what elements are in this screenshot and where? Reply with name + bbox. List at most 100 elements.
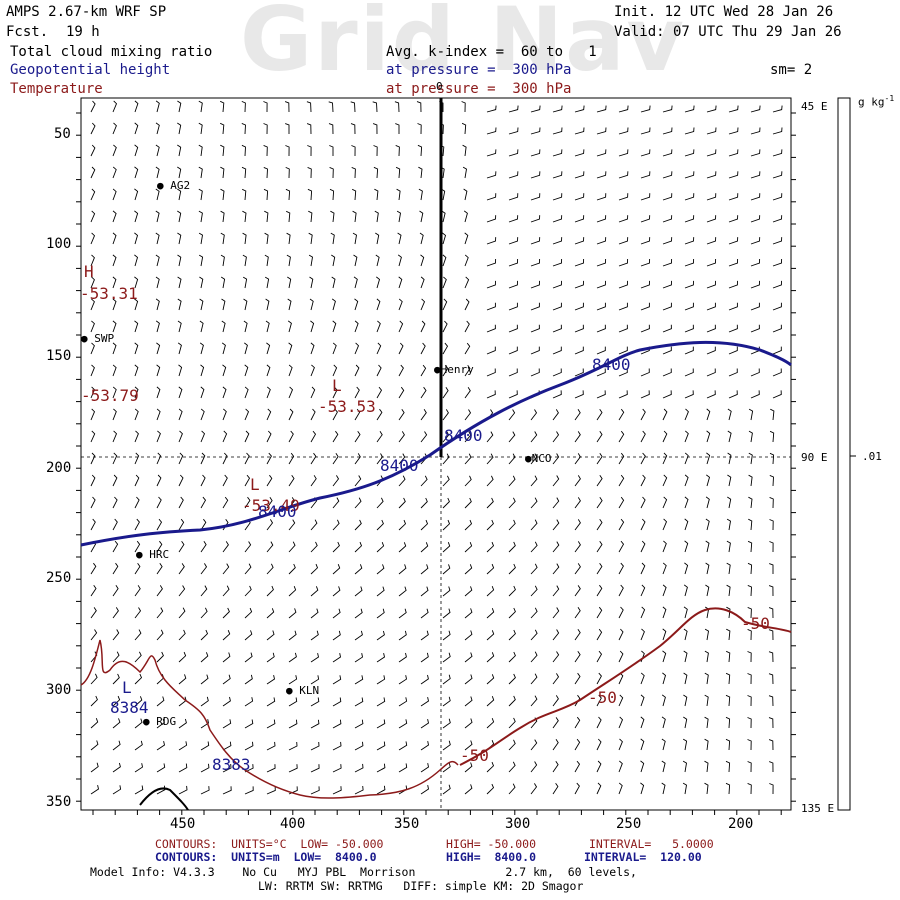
wind-barb <box>640 672 645 685</box>
station-kln[interactable]: ● KLN <box>286 684 320 697</box>
wind-barb <box>574 629 581 641</box>
wind-barb <box>90 342 95 355</box>
wind-barb <box>662 258 673 267</box>
wind-barb <box>354 320 359 333</box>
wind-barb <box>552 695 559 707</box>
wind-barb <box>178 563 185 575</box>
wind-barb <box>134 254 139 267</box>
wind-barb <box>398 564 407 575</box>
wind-barb <box>354 519 362 531</box>
wind-barb <box>285 188 291 201</box>
wind-barb <box>134 298 139 311</box>
wind-barb <box>198 254 204 267</box>
x-tick-350: 350 <box>394 816 420 832</box>
wind-barb <box>442 762 451 773</box>
wind-barb <box>552 193 563 201</box>
wind-barb <box>112 762 121 773</box>
station-ag2[interactable]: ● AG2 <box>157 179 191 192</box>
wind-barb <box>552 431 560 443</box>
wind-barb <box>134 232 139 245</box>
wind-barb <box>90 298 95 311</box>
wind-barb <box>288 697 298 707</box>
wind-barb <box>420 608 429 619</box>
wind-barb <box>704 738 709 751</box>
wind-barb <box>464 497 472 509</box>
wind-barb <box>134 496 140 509</box>
wind-barb <box>112 695 121 707</box>
wind-barb <box>596 606 603 619</box>
low-marker-bottom: L <box>122 678 132 697</box>
wind-barb <box>486 718 495 729</box>
station-henry[interactable]: ●Henry <box>434 363 474 376</box>
wind-barb <box>156 496 162 509</box>
wind-barb <box>574 475 581 487</box>
wind-barb <box>376 719 386 729</box>
wind-barb <box>200 408 205 421</box>
wind-barb <box>90 254 95 267</box>
station-nco[interactable]: ●NCO <box>525 452 552 465</box>
wind-barb <box>596 672 602 685</box>
wind-barb <box>464 364 471 377</box>
wind-barb <box>574 672 581 685</box>
wind-barb <box>310 719 320 729</box>
y-tick-250: 250 <box>46 570 72 586</box>
wind-barb <box>772 258 783 267</box>
wind-barb <box>684 258 695 267</box>
wind-barb <box>464 784 473 795</box>
wind-barb <box>376 386 383 399</box>
wind-barb <box>354 430 361 443</box>
temp-label-2: -50 <box>588 688 617 707</box>
wind-barb <box>508 324 518 333</box>
wind-barb <box>662 408 668 421</box>
wind-barb <box>353 276 358 289</box>
wind-barb <box>661 760 666 773</box>
wind-barb <box>178 364 183 377</box>
wind-barb <box>552 541 560 553</box>
wind-barb <box>596 390 606 399</box>
wind-barb <box>640 324 650 333</box>
wind-barb <box>288 563 296 575</box>
wind-barb <box>508 409 516 421</box>
wind-barb <box>486 346 496 355</box>
legend-height-high: HIGH= 8400.0 <box>446 850 537 864</box>
wind-barb <box>728 346 738 355</box>
wind-barb <box>661 782 666 795</box>
wind-barb <box>134 166 139 179</box>
wind-barb <box>376 586 385 597</box>
station-rdg[interactable]: ● RDG <box>143 715 177 728</box>
wind-barb <box>376 697 386 707</box>
wind-barb <box>220 254 225 267</box>
wind-barb <box>376 519 384 531</box>
wind-barb <box>640 738 645 751</box>
wind-barb <box>156 452 162 465</box>
wind-barb <box>442 652 451 663</box>
wind-barb <box>178 518 185 531</box>
wind-barb <box>112 673 120 685</box>
wind-barb <box>266 386 271 399</box>
plot-frame <box>80 97 792 811</box>
wind-barb <box>156 718 165 729</box>
wind-barb <box>112 496 118 509</box>
wind-barb <box>310 541 318 553</box>
legend-temp-interval: INTERVAL= 5.0000 <box>589 837 714 851</box>
wind-barb <box>222 541 229 553</box>
wind-barb <box>90 386 96 399</box>
wind-barb <box>574 105 585 113</box>
wind-barb <box>486 761 495 773</box>
wind-barb <box>306 101 312 113</box>
wind-barb <box>725 672 731 685</box>
wind-barb <box>750 258 761 267</box>
station-swp[interactable]: ● SWP <box>81 332 115 345</box>
wind-barb <box>376 741 386 751</box>
wind-barb <box>662 171 673 179</box>
wind-barb <box>596 650 603 663</box>
wind-barb <box>398 719 408 729</box>
station-hrc[interactable]: ● HRC <box>136 548 170 561</box>
wind-barb <box>178 430 183 443</box>
wind-barb <box>530 739 538 751</box>
wind-barb <box>750 280 760 289</box>
wind-barb <box>310 652 320 663</box>
wind-barb <box>618 171 629 179</box>
height-label-2: 8400 <box>380 456 419 475</box>
wind-barb <box>726 584 731 597</box>
